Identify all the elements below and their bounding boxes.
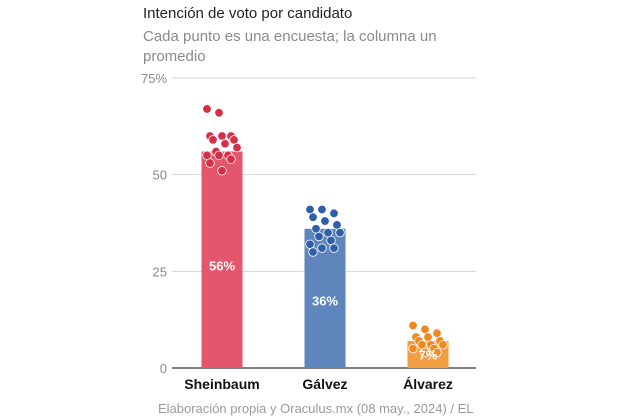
poll-dot-galvez <box>314 231 324 242</box>
poll-dot-alvarez <box>408 343 418 354</box>
poll-dot-alvarez <box>432 347 442 358</box>
poll-dot-galvez <box>329 243 339 253</box>
chart-title: Intención de voto por candidato <box>143 5 353 22</box>
poll-dot-alvarez <box>408 320 418 331</box>
category-label-galvez: Gálvez <box>302 376 347 392</box>
poll-dot-galvez <box>311 224 321 234</box>
poll-dot-galvez <box>323 227 333 238</box>
value-label-sheinbaum: 56% <box>209 259 235 274</box>
poll-dot-galvez <box>305 204 315 215</box>
poll-dot-sheinbaum <box>220 139 230 149</box>
bar-sheinbaum <box>201 151 243 368</box>
poll-dot-galvez <box>305 239 315 249</box>
poll-dot-alvarez <box>423 332 433 342</box>
poll-dot-sheinbaum <box>202 104 212 114</box>
poll-dot-sheinbaum <box>229 135 239 145</box>
y-tick-label: 0 <box>160 361 167 376</box>
poll-dot-sheinbaum <box>202 150 212 161</box>
poll-dot-galvez <box>326 235 336 246</box>
poll-dot-alvarez <box>420 324 430 335</box>
category-label-alvarez: Álvarez <box>403 376 453 392</box>
poll-dot-sheinbaum <box>232 142 242 153</box>
poll-dot-sheinbaum <box>208 135 218 145</box>
poll-dot-galvez <box>329 208 339 219</box>
source-note: Elaboración propia y Oraculus.mx (08 may… <box>158 401 476 416</box>
value-label-alvarez: 7% <box>419 347 438 362</box>
y-tick-label: 50 <box>153 168 167 183</box>
poll-dot-sheinbaum <box>217 131 227 141</box>
bar-chart: 0 25 50 75% 56% Sheinbaum 36% Gálvez 7% Álvarez <box>141 71 476 392</box>
poll-dot-alvarez <box>438 340 448 350</box>
chart-subtitle: Cada punto es una encuesta; la columna u… <box>143 28 437 65</box>
poll-dot-galvez <box>335 227 345 238</box>
poll-dot-galvez <box>332 220 342 230</box>
poll-dot-sheinbaum <box>214 108 224 118</box>
poll-dot-galvez <box>317 243 327 253</box>
poll-dot-sheinbaum <box>226 154 236 164</box>
poll-dot-galvez <box>320 216 330 226</box>
poll-dot-sheinbaum <box>214 150 224 161</box>
y-tick-label: 25 <box>153 264 167 279</box>
poll-dot-galvez <box>308 247 318 257</box>
value-label-galvez: 36% <box>312 293 338 308</box>
category-label-sheinbaum: Sheinbaum <box>184 376 259 392</box>
poll-dot-alvarez <box>432 328 442 338</box>
y-tick-label: 75% <box>141 71 167 86</box>
poll-dot-sheinbaum <box>217 166 227 176</box>
poll-dot-galvez <box>317 204 327 215</box>
poll-dot-sheinbaum <box>205 158 215 168</box>
poll-dot-galvez <box>308 212 318 222</box>
poll-dot-alvarez <box>420 347 430 358</box>
